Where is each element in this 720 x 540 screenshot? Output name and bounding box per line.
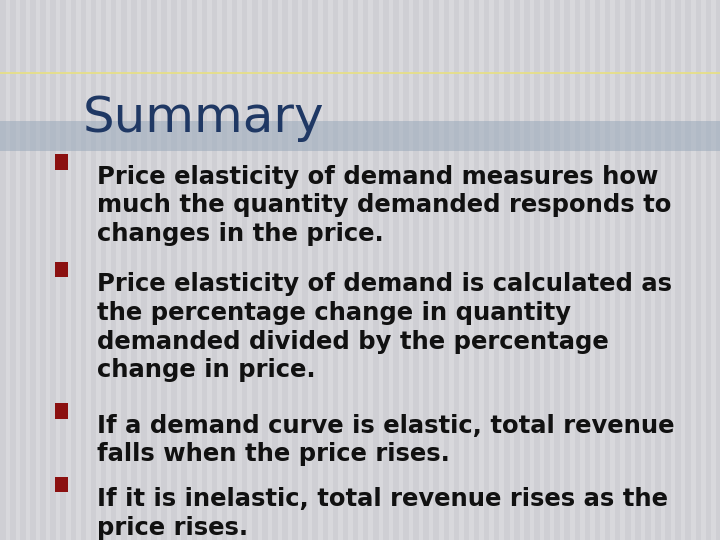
Bar (30, 0, 36, 540)
Bar (212, 0, 217, 540)
Bar (433, 0, 439, 540)
Text: Price elasticity of demand measures how
much the quantity demanded responds to
c: Price elasticity of demand measures how … (97, 165, 672, 246)
Bar (524, 0, 530, 540)
Bar (55, 403, 68, 418)
Bar (413, 0, 419, 540)
Bar (121, 0, 127, 540)
Bar (192, 0, 197, 540)
Bar (141, 0, 147, 540)
Bar (252, 0, 258, 540)
Bar (534, 0, 540, 540)
Bar (312, 0, 318, 540)
Bar (625, 0, 631, 540)
Bar (575, 0, 580, 540)
Bar (514, 0, 520, 540)
Bar (615, 0, 621, 540)
Bar (181, 0, 187, 540)
Bar (454, 0, 459, 540)
Bar (50, 0, 56, 540)
Bar (323, 0, 328, 540)
Bar (131, 0, 137, 540)
Bar (585, 0, 590, 540)
Bar (101, 0, 107, 540)
Bar (60, 0, 66, 540)
Bar (665, 0, 671, 540)
Bar (403, 0, 409, 540)
Bar (635, 0, 641, 540)
Bar (222, 0, 228, 540)
Bar (645, 0, 651, 540)
Bar (151, 0, 157, 540)
Bar (655, 0, 661, 540)
Bar (363, 0, 369, 540)
Bar (0, 0, 6, 540)
Bar (161, 0, 167, 540)
Bar (111, 0, 117, 540)
Bar (494, 0, 500, 540)
Bar (353, 0, 359, 540)
Bar (423, 0, 429, 540)
Bar (171, 0, 177, 540)
Text: If a demand curve is elastic, total revenue
falls when the price rises.: If a demand curve is elastic, total reve… (97, 414, 675, 467)
Text: Price elasticity of demand is calculated as
the percentage change in quantity
de: Price elasticity of demand is calculated… (97, 272, 672, 382)
Bar (40, 0, 46, 540)
Bar (484, 0, 490, 540)
Bar (202, 0, 207, 540)
Bar (504, 0, 510, 540)
Bar (564, 0, 570, 540)
Bar (232, 0, 238, 540)
Bar (71, 0, 76, 540)
Bar (262, 0, 268, 540)
Bar (282, 0, 288, 540)
Bar (544, 0, 550, 540)
Bar (605, 0, 611, 540)
Bar (91, 0, 96, 540)
Bar (595, 0, 600, 540)
Bar (242, 0, 248, 540)
Bar (675, 0, 681, 540)
Bar (444, 0, 449, 540)
Bar (55, 477, 68, 492)
Bar (393, 0, 399, 540)
Bar (464, 0, 469, 540)
Bar (10, 0, 16, 540)
Bar (55, 262, 68, 277)
Bar (685, 0, 691, 540)
Bar (55, 154, 68, 170)
Bar (272, 0, 278, 540)
Bar (716, 0, 720, 540)
Bar (554, 0, 560, 540)
Bar (343, 0, 348, 540)
Text: If it is inelastic, total revenue rises as the
price rises.: If it is inelastic, total revenue rises … (97, 487, 668, 540)
Bar (333, 0, 338, 540)
Bar (696, 0, 701, 540)
Bar (373, 0, 379, 540)
Bar (706, 0, 711, 540)
Bar (0, 122, 720, 151)
Bar (292, 0, 298, 540)
Bar (81, 0, 86, 540)
Bar (20, 0, 26, 540)
Bar (302, 0, 308, 540)
Bar (383, 0, 389, 540)
Text: Summary: Summary (83, 94, 325, 143)
Bar (474, 0, 480, 540)
